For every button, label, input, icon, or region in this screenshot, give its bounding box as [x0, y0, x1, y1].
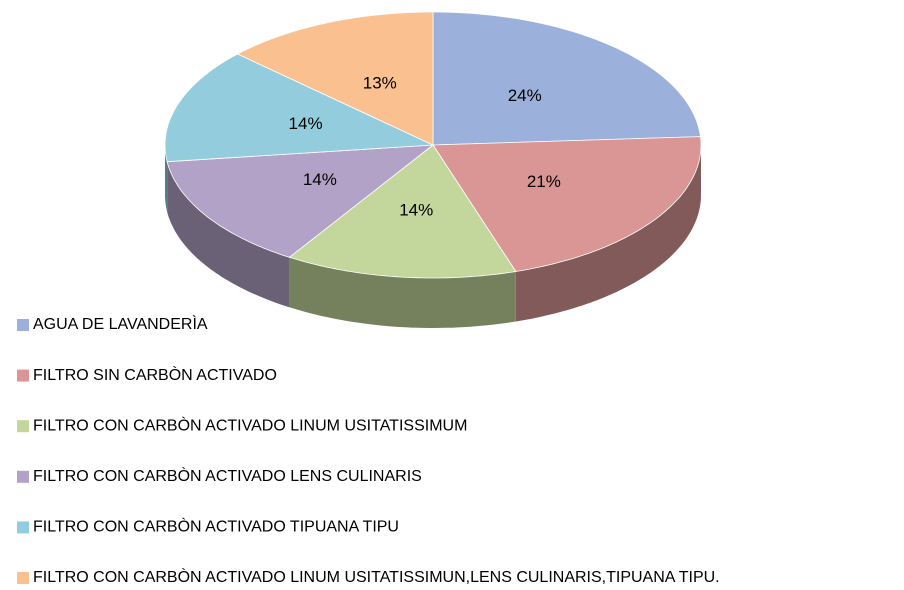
legend-label: FILTRO CON CARBÒN ACTIVADO LENS CULINARI… [33, 466, 422, 485]
legend-swatch [17, 420, 29, 433]
slice-side [515, 145, 701, 322]
legend-swatch [17, 470, 29, 483]
slice-side [167, 161, 290, 308]
legend-label: AGUA DE LAVANDERÌA [33, 314, 208, 333]
slice [164, 53, 434, 163]
legend-label: FILTRO CON CARBÒN ACTIVADO TIPUANA TIPU [33, 517, 399, 536]
slice [288, 144, 517, 279]
data-label: 14% [399, 200, 433, 219]
slice [432, 11, 701, 146]
data-label: 21% [527, 172, 561, 191]
legend-swatch [17, 521, 29, 534]
legend-label: FILTRO SIN CARBÒN ACTIVADO [33, 365, 277, 384]
slice-side [165, 145, 168, 212]
legend-label: FILTRO CON CARBÒN ACTIVADO LINUM USITATI… [33, 415, 467, 434]
data-label: 14% [289, 114, 323, 133]
legend-swatch [17, 319, 29, 331]
slice [432, 136, 702, 272]
data-label: 13% [363, 73, 397, 92]
slice [166, 144, 435, 258]
legend-swatch [17, 572, 29, 584]
data-label: 24% [508, 86, 542, 105]
data-label: 14% [303, 170, 337, 189]
slice-side [289, 257, 516, 328]
slice [236, 11, 434, 146]
legend-label: FILTRO CON CARBÒN ACTIVADO LINUM USITATI… [33, 567, 720, 586]
legend-swatch [17, 369, 29, 382]
